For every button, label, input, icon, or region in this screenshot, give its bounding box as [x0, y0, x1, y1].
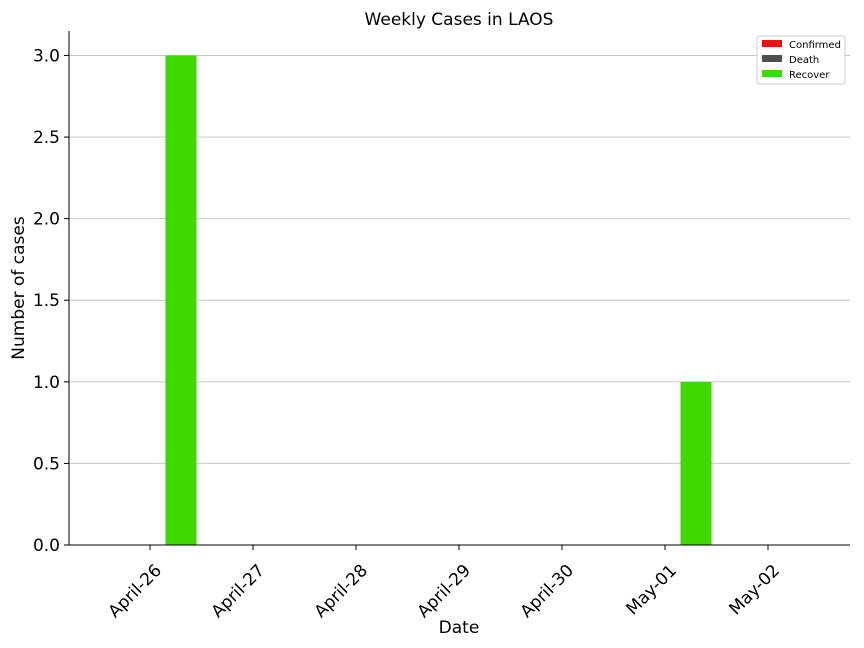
- bar-recover-may-01: [680, 381, 712, 545]
- grid-lines: [69, 54, 850, 464]
- y-tick-label: 0.0: [33, 536, 60, 556]
- legend-label-confirmed: Confirmed: [789, 40, 841, 51]
- x-tick-label: April-26: [105, 561, 166, 622]
- x-axis-label: Date: [439, 618, 480, 638]
- y-tick-label: 3.0: [33, 46, 60, 66]
- x-tick-label: May-01: [623, 561, 681, 619]
- y-ticks: 0.0 0.5 1.0 1.5 2.0 2.5 3.0: [33, 46, 69, 556]
- x-ticks: April-26 April-27 April-28 April-29 April-30…: [105, 545, 784, 622]
- bars: [165, 55, 712, 545]
- y-tick-label: 0.5: [33, 454, 60, 474]
- y-tick-label: 1.5: [33, 291, 60, 311]
- x-tick-label: April-29: [414, 561, 475, 622]
- x-tick-label: April-28: [311, 561, 372, 622]
- y-tick-label: 1.0: [33, 373, 60, 393]
- x-tick-label: April-27: [208, 561, 269, 622]
- legend: Confirmed Death Recover: [756, 35, 846, 85]
- y-axis-label: Number of cases: [9, 216, 29, 360]
- chart-title: Weekly Cases in LAOS: [365, 10, 554, 30]
- y-tick-label: 2.0: [33, 210, 60, 230]
- y-tick-label: 2.5: [33, 128, 60, 148]
- x-tick-label: May-02: [726, 561, 784, 619]
- legend-label-death: Death: [789, 55, 819, 66]
- bar-recover-april-26: [165, 55, 197, 545]
- x-tick-label: April-30: [517, 561, 578, 622]
- legend-swatch-confirmed: [762, 40, 782, 47]
- legend-swatch-death: [762, 55, 782, 62]
- legend-label-recover: Recover: [789, 70, 830, 81]
- legend-swatch-recover: [762, 70, 782, 77]
